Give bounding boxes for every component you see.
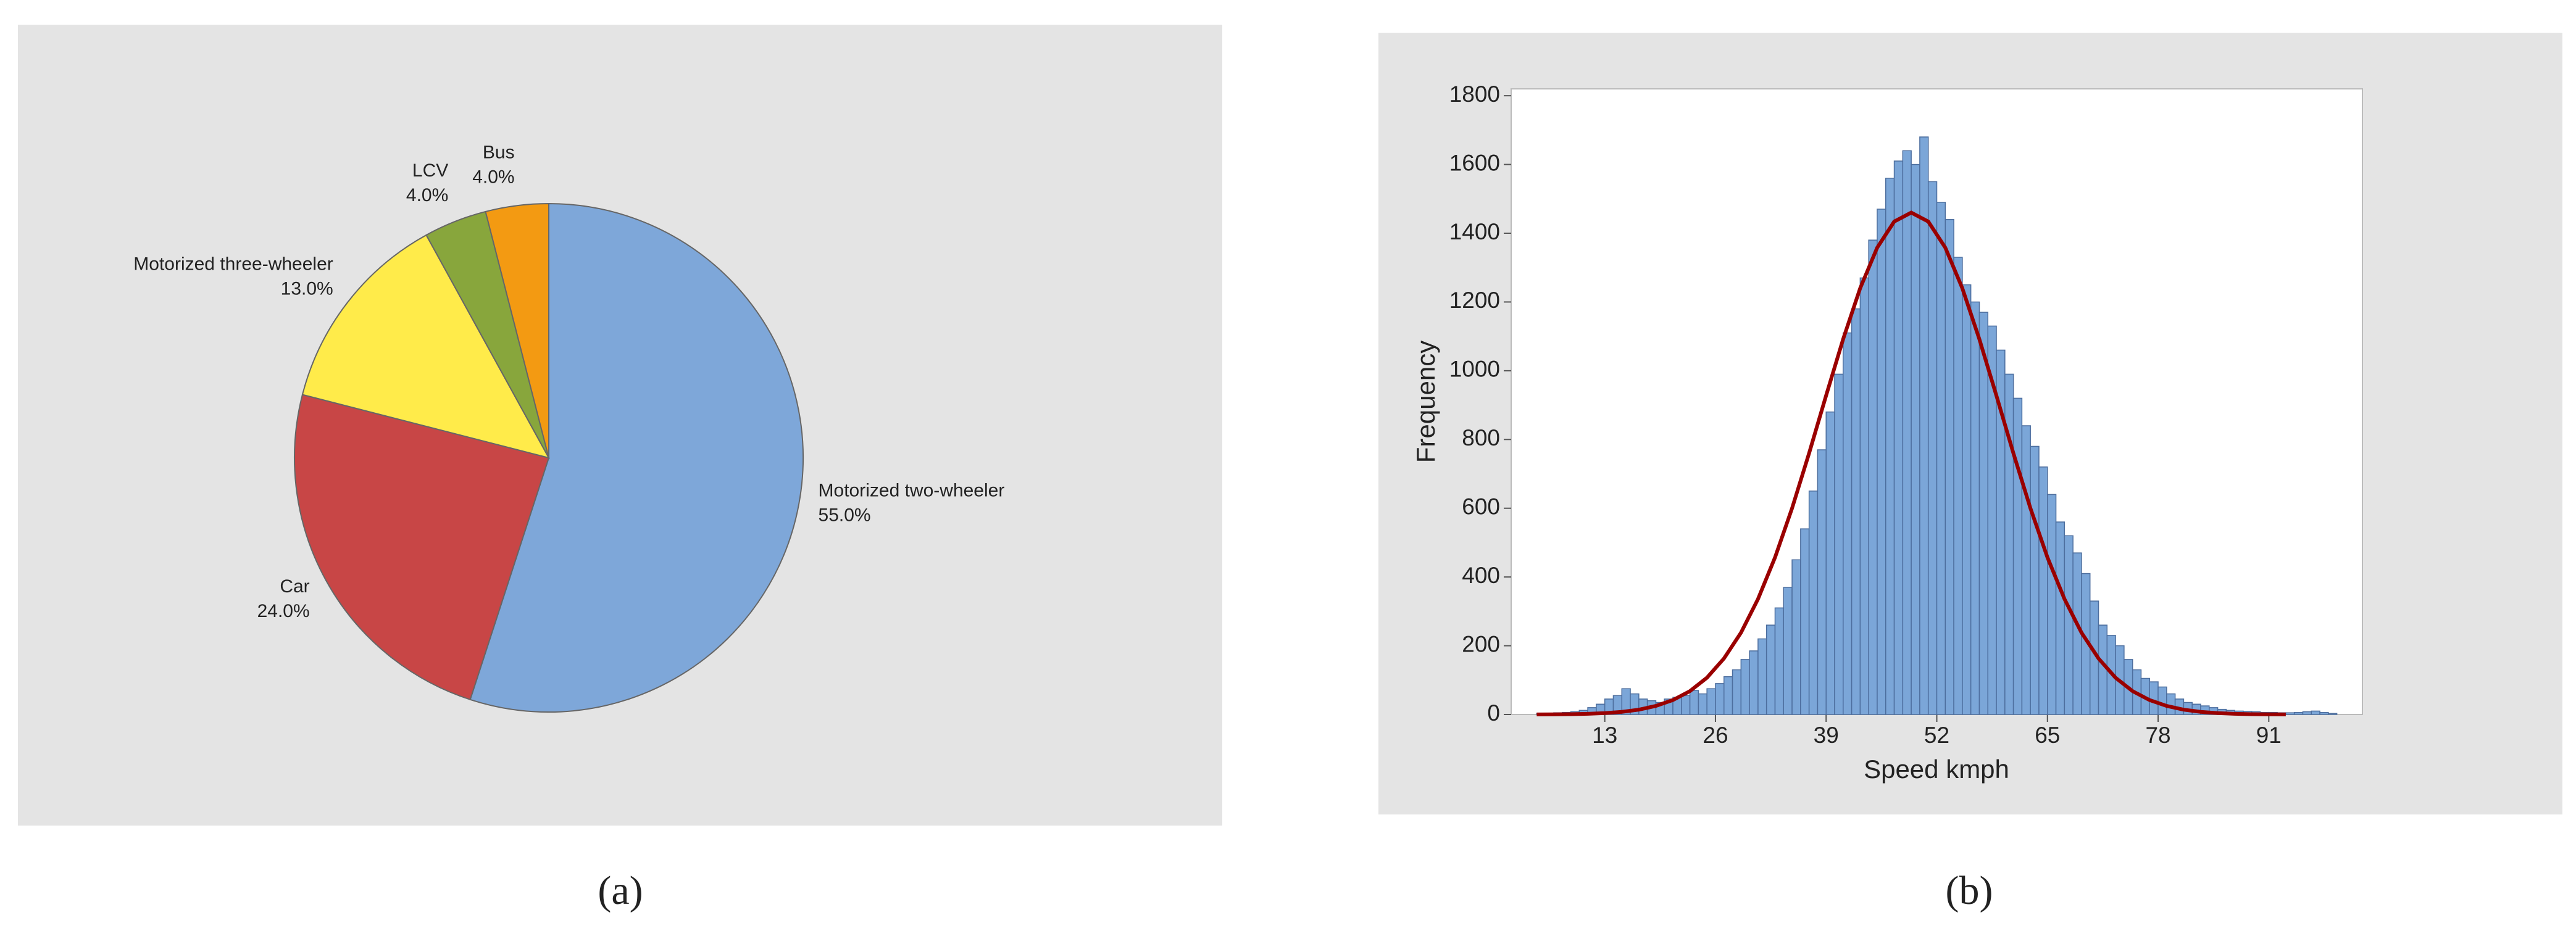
histogram-bar [1970,301,1980,715]
histogram-bar [1825,411,1835,715]
histogram-bar [2021,425,2031,715]
histogram-bar [1885,178,1895,715]
slice-value-label: 4.0% [472,167,514,187]
x-tick-label: 52 [1924,723,1949,748]
histogram-bar [2166,693,2176,715]
histogram-bar [1783,587,1793,715]
histogram-bar [1732,669,1742,715]
histogram-bar [2328,713,2338,715]
x-tick-label: 91 [2256,723,2282,748]
histogram-bar [2038,466,2048,715]
histogram-bar [1765,624,1776,715]
y-tick-label: 400 [1462,563,1500,588]
y-tick-label: 1000 [1449,357,1500,382]
y-tick-label: 200 [1462,631,1500,656]
histogram-bar [1749,650,1759,715]
slice-label: Car [280,576,309,597]
pie-slice [294,394,550,701]
histogram-bar [1791,559,1801,715]
histogram-bar [2030,445,2040,715]
histogram-bar [1919,136,1929,715]
histogram-bar [1724,676,1733,715]
histogram-bar [1868,239,1878,715]
panel-label: (b) [1946,868,1993,913]
histogram-bar [1945,218,1954,715]
histogram-bar [1698,693,1707,715]
pie-slice [301,234,550,459]
y-tick-label: 1200 [1449,288,1500,313]
y-tick-label: 0 [1487,700,1500,726]
histogram-bar [1689,690,1699,715]
x-tick-label: 78 [2145,723,2170,748]
slice-label: LCV [412,160,448,181]
slice-value-label: 4.0% [406,185,448,205]
histogram-bar [1808,491,1819,715]
fit-curve [1536,210,2286,716]
histogram-bar [1953,257,1963,715]
y-tick-label: 1400 [1449,219,1500,244]
x-axis-title: Speed kmph [1864,755,2009,784]
histogram-bar [2098,624,2108,715]
histogram-bar [1859,277,1869,715]
histogram-bar [2064,535,2074,715]
histogram-bar [1817,449,1827,715]
histogram-bar [1843,332,1853,715]
slice-value-label: 55.0% [819,505,871,526]
histogram-bar [2302,711,2312,715]
y-axis-title: Frequency [1411,341,1440,463]
histogram-bar [2012,397,2023,715]
y-tick-label: 800 [1462,425,1500,450]
histogram-bar [1877,209,1886,715]
histogram-bar [1902,150,1912,715]
y-tick-label: 1800 [1449,81,1500,107]
y-tick-label: 1600 [1449,150,1500,175]
slice-label: Motorized two-wheeler [819,481,1005,501]
histogram-bar [2293,711,2304,715]
histogram-bar [2311,710,2320,715]
pie-slice [485,202,549,458]
histogram-bar [1681,695,1691,715]
histogram-bar [1757,638,1767,715]
histogram-bar [1927,181,1938,715]
histogram-bar [1962,284,1972,715]
histogram-bar [1774,607,1785,715]
histogram-bar [1911,164,1920,715]
histogram-bar [2157,686,2167,715]
histogram-bar [1706,688,1716,715]
histogram-bar [1978,312,1988,715]
histogram-bar [1715,683,1725,715]
slice-value-label: 24.0% [257,601,310,621]
slice-label: Motorized three-wheeler [133,254,333,274]
x-tick-label: 26 [1703,723,1728,748]
histogram-bar [2285,712,2295,715]
histogram-bar [1800,528,1810,715]
x-tick-label: 13 [1592,723,1617,748]
histogram-bar [1936,202,1946,715]
panel-label: (a) [598,868,643,913]
y-tick-label: 600 [1462,494,1500,519]
histogram-bar [2047,494,2057,715]
slice-value-label: 13.0% [281,278,333,299]
x-tick-label: 39 [1814,723,1839,748]
slice-label: Bus [483,142,515,162]
histogram-bar [1740,659,1750,715]
histogram-bar [1834,373,1844,715]
histogram-bar [1851,308,1861,715]
histogram-bar [1893,160,1904,715]
histogram-bar [2055,521,2065,715]
histogram-bar [2319,711,2329,715]
x-tick-label: 65 [2035,723,2060,748]
histogram-bar [2149,681,2159,715]
pie-slice [469,202,804,713]
